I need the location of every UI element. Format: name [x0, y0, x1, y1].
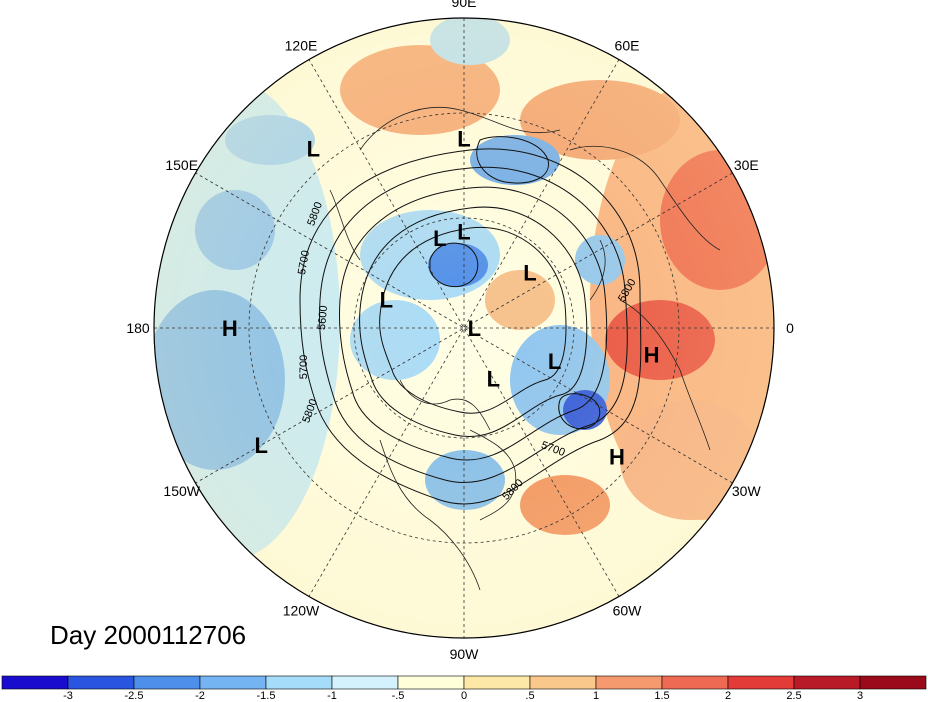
- colorbar-swatch-12: [793, 675, 861, 690]
- colorbar-swatch-2: [133, 675, 201, 690]
- colorbar-tick-4: -1: [327, 690, 337, 702]
- colorbar-tick-10: 2: [725, 690, 731, 702]
- map-boundary: [153, 17, 775, 639]
- colorbar-tick-11: 2.5: [786, 690, 801, 702]
- low-center-4: L: [523, 261, 536, 286]
- colorbar-tick-12: 3: [857, 690, 863, 702]
- colorbar-tick-3: -1.5: [257, 690, 276, 702]
- colorbar-tick-7: .5: [525, 690, 534, 702]
- colorbar-tick-2: -2: [195, 690, 205, 702]
- colorbar-tick-5: -.5: [392, 690, 405, 702]
- colorbar-swatch-9: [595, 675, 663, 690]
- low-center-5: L: [468, 316, 481, 341]
- lon-label-2: 30E: [734, 157, 759, 173]
- anomaly-field: [154, 18, 774, 638]
- contour-label-1: 5700: [296, 249, 312, 275]
- lon-label-8: 150W: [163, 483, 200, 499]
- colorbar-tick-8: 1: [593, 690, 599, 702]
- longitude-labels: 90E 60E 30E 0 30W 60W 90W 120W 150W 180 150E 120E: [126, 0, 794, 662]
- coastlines: [329, 107, 721, 591]
- contour-label-2: 5600: [316, 305, 330, 330]
- lon-label-0: 90E: [452, 0, 477, 10]
- lon-label-7: 120W: [283, 602, 320, 618]
- low-center-3: L: [457, 220, 470, 245]
- colorbar-swatch-7: [463, 675, 531, 690]
- colorbar-swatch-13: [859, 675, 927, 690]
- colorbar-swatch-8: [529, 675, 597, 690]
- colorbar-swatch-5: [331, 675, 399, 690]
- colorbar-tick-1: -2.5: [125, 690, 144, 702]
- lon-label-4: 30W: [732, 483, 762, 499]
- lon-label-5: 60W: [613, 602, 643, 618]
- lon-label-11: 120E: [285, 38, 318, 54]
- low-center-9: L: [254, 433, 267, 458]
- colorbar-swatch-4: [265, 675, 333, 690]
- colorbar-swatch-0: [1, 675, 69, 690]
- colorbar-swatch-1: [67, 675, 135, 690]
- colorbar-swatch-3: [199, 675, 267, 690]
- map-title: Day 2000112706: [50, 620, 247, 650]
- colorbar-tick-9: 1.5: [654, 690, 669, 702]
- lon-label-10: 150E: [165, 157, 198, 173]
- colorbar-tick-0: -3: [63, 690, 73, 702]
- geopotential-contours: [299, 136, 642, 505]
- high-center-10: H: [222, 316, 238, 341]
- low-center-8: L: [487, 367, 500, 392]
- colorbar-swatch-6: [397, 675, 465, 690]
- low-center-1: L: [307, 137, 320, 162]
- colorbar: -3 -2.5 -2 -1.5 -1 -.5 0 .5 1 1.5 2 2.5 3: [1, 675, 927, 702]
- colorbar-swatch-11: [727, 675, 795, 690]
- low-center-7: L: [548, 349, 561, 374]
- low-center-0: L: [457, 127, 470, 152]
- lon-label-9: 180: [126, 320, 150, 336]
- low-center-6: L: [380, 288, 393, 313]
- colorbar-tick-6: 0: [461, 690, 467, 702]
- colorbar-swatch-10: [661, 675, 729, 690]
- contour-label-3: 5700: [298, 355, 310, 379]
- lon-label-3: 0: [786, 320, 794, 336]
- lon-label-6: 90W: [450, 646, 480, 662]
- lon-label-1: 60E: [615, 38, 640, 54]
- high-center-11: H: [644, 342, 660, 367]
- lat-lon-grid: [154, 18, 774, 638]
- low-center-2: L: [433, 226, 446, 251]
- high-center-12: H: [609, 444, 625, 469]
